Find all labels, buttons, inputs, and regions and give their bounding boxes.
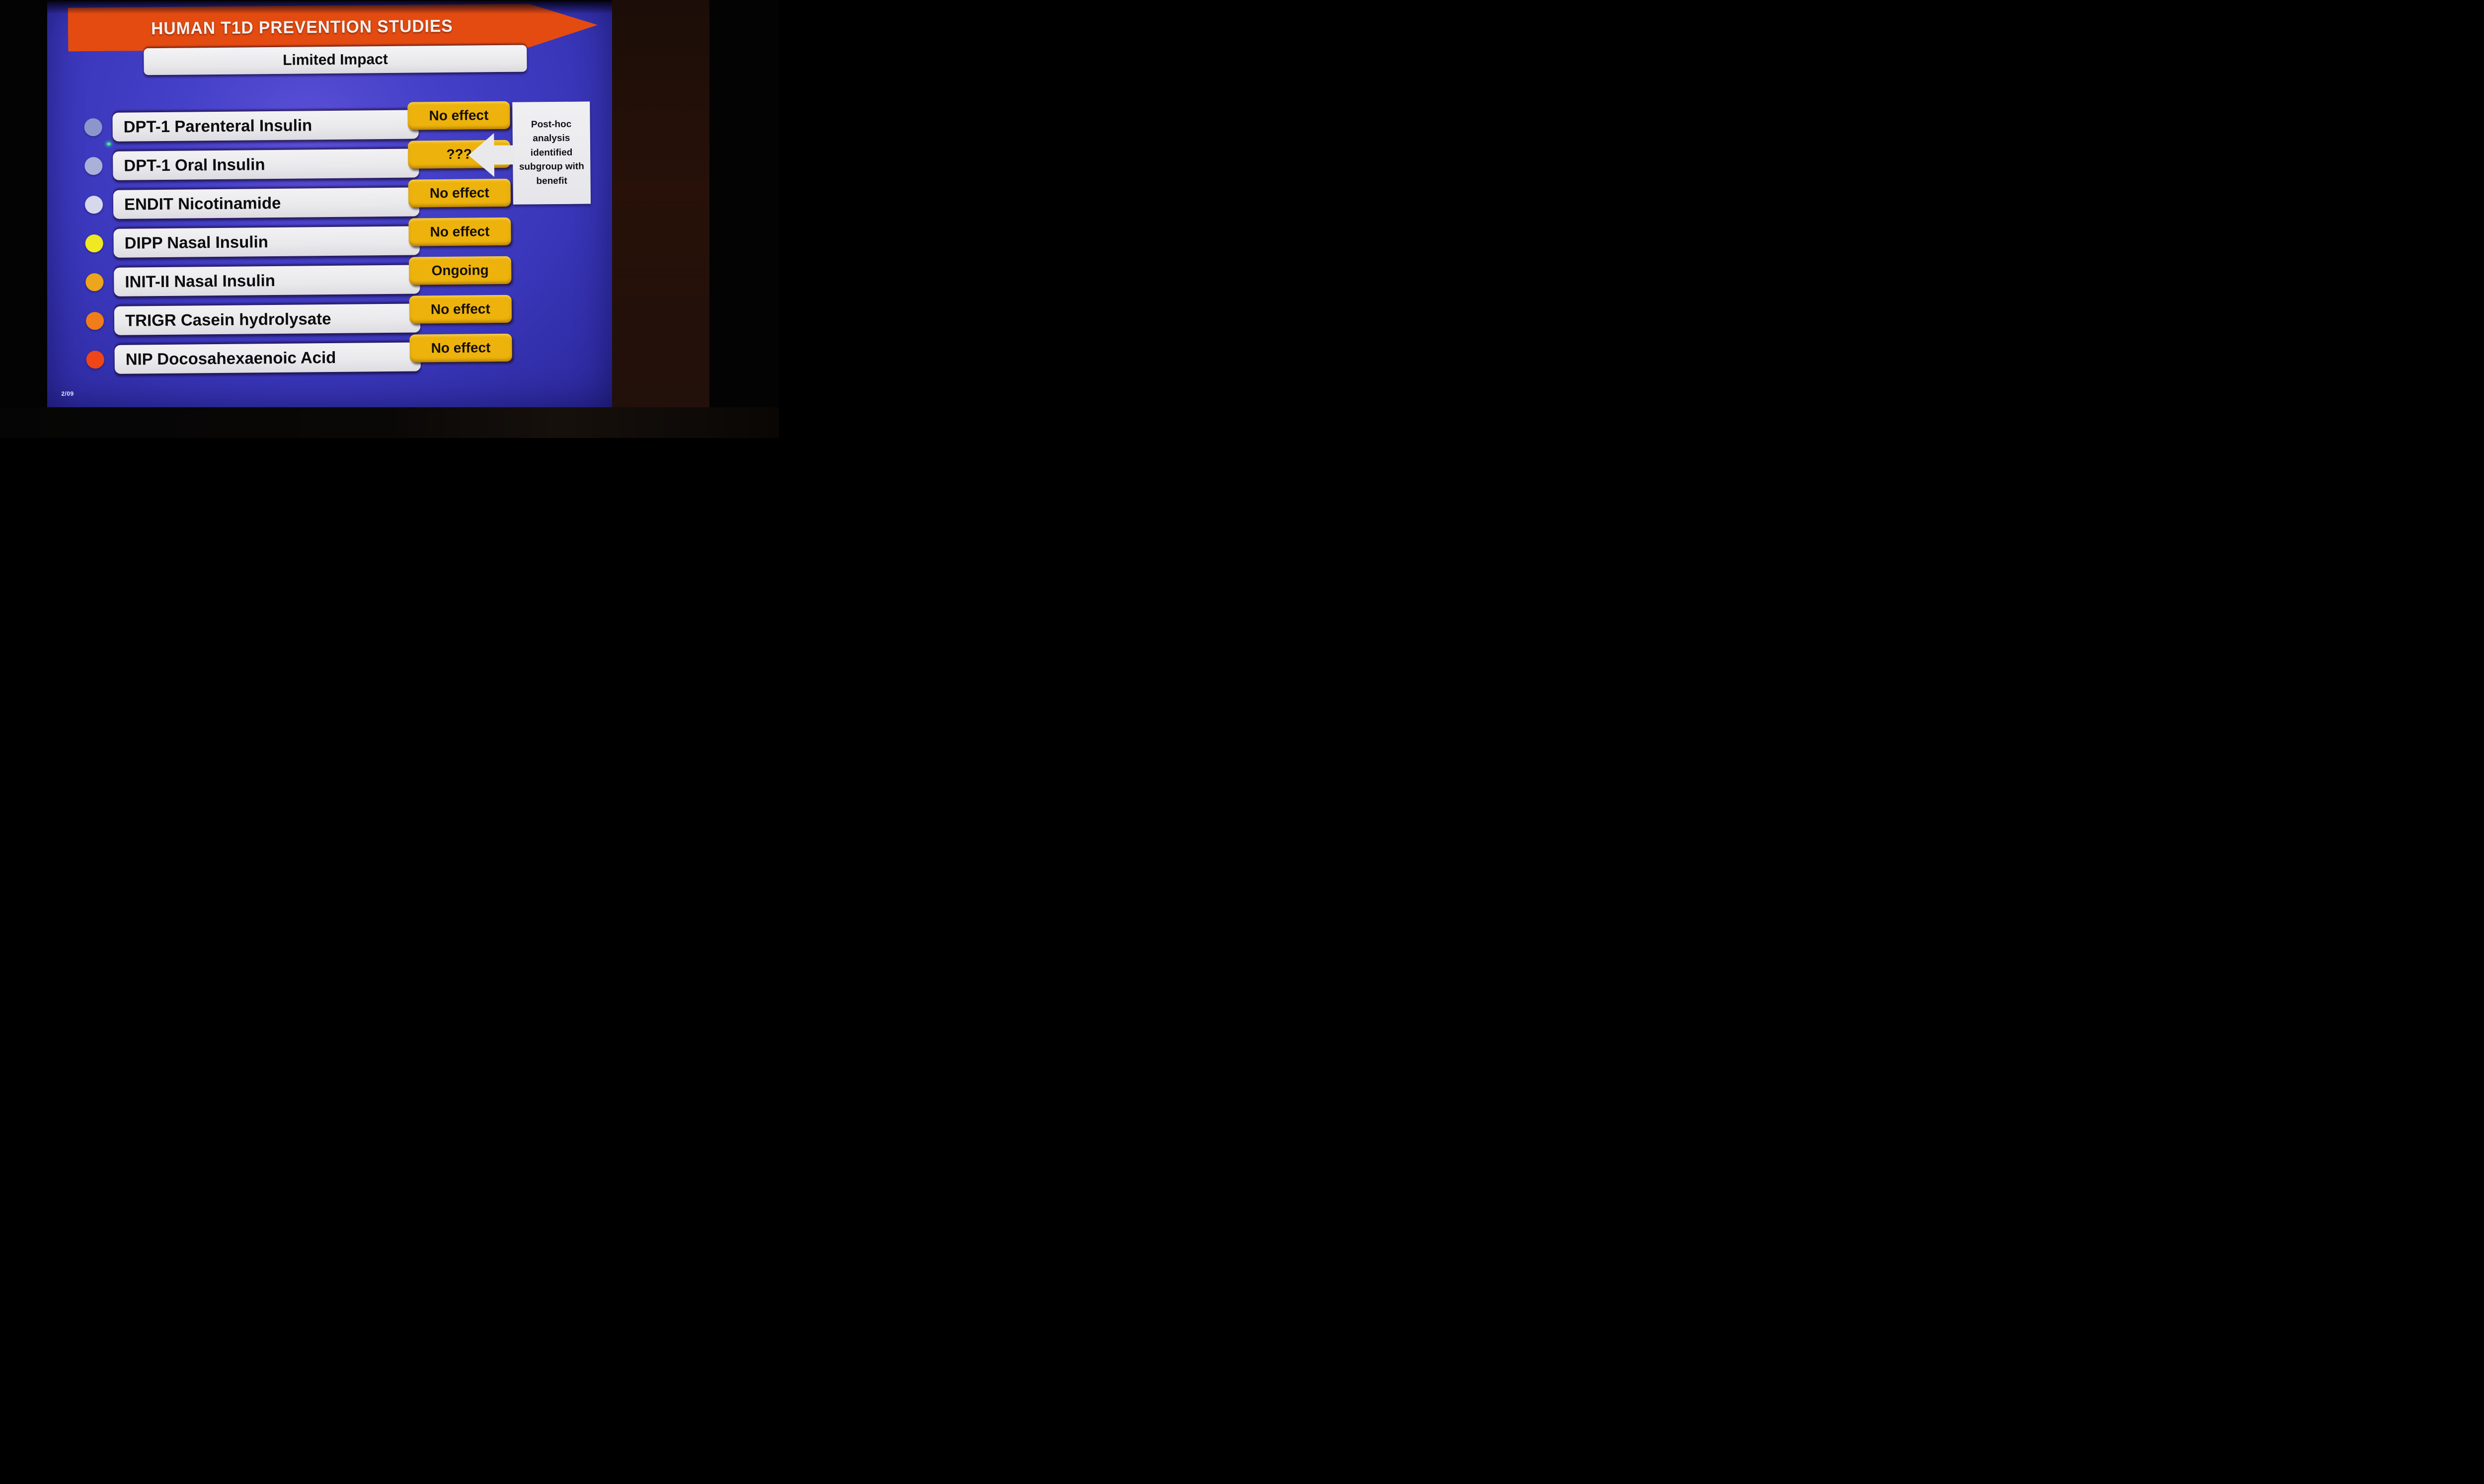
result-badge: No effect [409, 333, 512, 363]
study-label: DPT-1 Oral Insulin [124, 155, 265, 175]
slide-top-edge-shadow [47, 1, 612, 14]
bullet-dot [86, 350, 104, 369]
bullet-dot [84, 156, 103, 175]
study-label-pill: INIT-II Nasal Insulin [114, 265, 420, 297]
study-row: NIP Docosahexaenoic Acid No effect [48, 333, 612, 375]
result-badge: Ongoing [408, 256, 512, 285]
callout-box: Post-hoc analysis identified subgroup wi… [512, 101, 591, 205]
study-label: DIPP Nasal Insulin [124, 232, 268, 252]
study-label-pill: TRIGR Casein hydrolysate [114, 303, 421, 335]
result-text: ??? [446, 146, 472, 162]
study-label-pill: DPT-1 Oral Insulin [113, 148, 419, 180]
study-label: ENDIT Nicotinamide [124, 193, 281, 214]
slide-title: HUMAN T1D PREVENTION STUDIES [151, 16, 453, 39]
result-text: Ongoing [431, 262, 489, 279]
result-badge: No effect [407, 101, 510, 130]
photo-bottom-shadow [0, 407, 779, 438]
study-label-pill: ENDIT Nicotinamide [113, 187, 420, 219]
study-label: INIT-II Nasal Insulin [125, 271, 276, 291]
bullet-dot [85, 273, 104, 292]
study-row: INIT-II Nasal Insulin Ongoing [48, 256, 612, 298]
result-text: No effect [431, 340, 491, 356]
photo-dark-band [612, 0, 709, 415]
study-label: TRIGR Casein hydrolysate [125, 309, 331, 330]
result-badge: No effect [409, 295, 512, 324]
photo-of-projected-slide: HUMAN T1D PREVENTION STUDIES Limited Imp… [0, 0, 779, 438]
bullet-dot [84, 118, 102, 137]
result-badge: No effect [408, 178, 511, 208]
laser-pointer-dot [106, 142, 111, 146]
bullet-dot [85, 311, 104, 330]
result-text: No effect [430, 223, 490, 240]
result-badge: No effect [408, 217, 511, 246]
study-label: NIP Docosahexaenoic Acid [125, 348, 336, 369]
result-text: No effect [429, 107, 489, 124]
study-row: DIPP Nasal Insulin No effect [47, 217, 612, 259]
study-label: DPT-1 Parenteral Insulin [123, 116, 312, 136]
subtitle-bar: Limited Impact [144, 45, 527, 75]
study-row: TRIGR Casein hydrolysate No effect [48, 295, 612, 337]
callout-text: Post-hoc analysis identified subgroup wi… [519, 119, 584, 187]
result-text: No effect [429, 185, 489, 201]
study-label-pill: DIPP Nasal Insulin [113, 226, 420, 258]
slide-subtitle: Limited Impact [282, 51, 388, 69]
page-number: 2/09 [61, 390, 74, 397]
result-text: No effect [430, 301, 490, 317]
bullet-dot [84, 195, 103, 214]
bullet-dot [85, 234, 103, 253]
slide: HUMAN T1D PREVENTION STUDIES Limited Imp… [47, 1, 612, 407]
study-label-pill: NIP Docosahexaenoic Acid [114, 342, 421, 374]
slide-content: HUMAN T1D PREVENTION STUDIES Limited Imp… [47, 1, 612, 407]
study-label-pill: DPT-1 Parenteral Insulin [112, 110, 419, 142]
